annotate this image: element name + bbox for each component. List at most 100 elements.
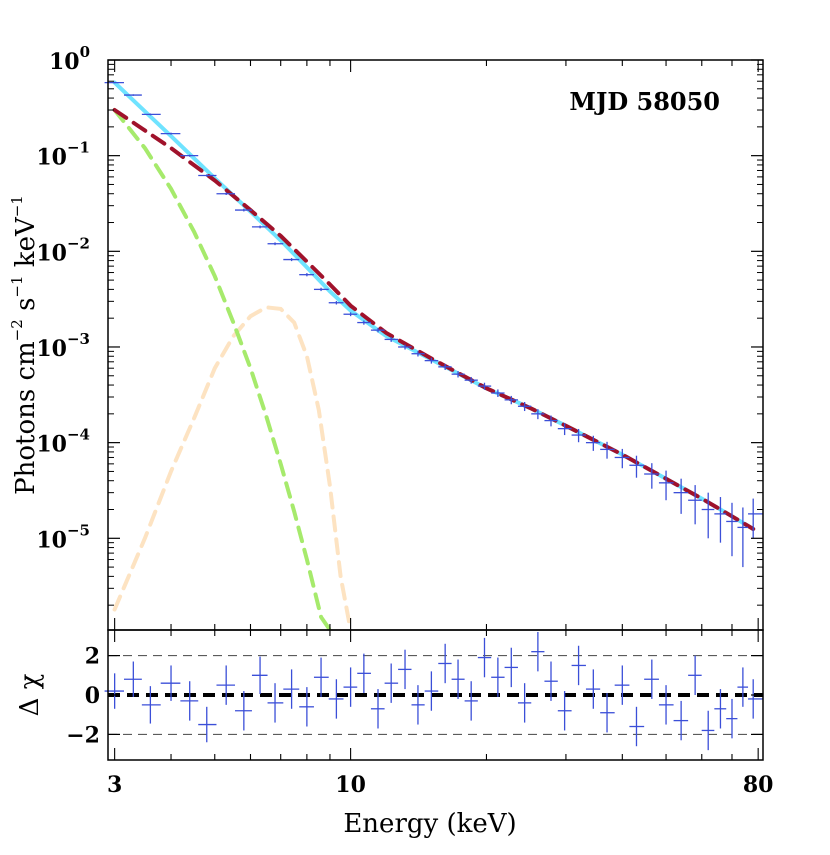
data-point bbox=[504, 395, 518, 405]
spectrum-series-group bbox=[104, 80, 763, 632]
data-point bbox=[571, 428, 586, 443]
y-tick-exp: −2 bbox=[67, 234, 90, 252]
residual-point bbox=[544, 661, 558, 701]
data-point bbox=[160, 132, 181, 135]
y-tick-exp: −1 bbox=[67, 139, 90, 157]
residual-point bbox=[180, 681, 199, 721]
y-tick-base: 10 bbox=[49, 49, 80, 75]
residual-y-tick-label: 2 bbox=[85, 644, 100, 670]
residual-point bbox=[370, 689, 385, 729]
data-point bbox=[398, 344, 412, 350]
data-point bbox=[313, 287, 329, 292]
data-point bbox=[411, 351, 425, 357]
y-tick-exp: −5 bbox=[67, 521, 90, 539]
data-point bbox=[235, 208, 252, 212]
y-tick-base: 10 bbox=[36, 240, 67, 266]
residual-point bbox=[517, 683, 532, 723]
y-axis-title-exp2: −1 bbox=[8, 275, 26, 297]
y-tick-label: 10−5 bbox=[36, 521, 90, 553]
data-point bbox=[748, 498, 763, 539]
data-point bbox=[451, 371, 465, 378]
data-point bbox=[557, 423, 572, 436]
residual-point bbox=[464, 681, 478, 721]
y-tick-base: 10 bbox=[36, 145, 67, 171]
y-tick-exp: −4 bbox=[67, 426, 90, 444]
y-tick-exp: 0 bbox=[80, 43, 90, 61]
residual-point bbox=[384, 663, 399, 703]
data-point bbox=[141, 113, 161, 116]
data-point bbox=[585, 435, 601, 451]
residual-point bbox=[737, 667, 749, 707]
residual-y-tick-label: 0 bbox=[85, 683, 100, 709]
data-point bbox=[123, 94, 142, 96]
model-curve-soft-component bbox=[112, 108, 332, 632]
data-point bbox=[328, 301, 344, 305]
data-point bbox=[714, 497, 727, 543]
model-curve-gaussian-line bbox=[112, 305, 353, 632]
residual-point bbox=[629, 706, 645, 747]
data-point bbox=[357, 320, 371, 325]
data-point bbox=[370, 327, 385, 333]
y-axis-title-mid: s bbox=[11, 298, 41, 320]
observation-label: MJD 58050 bbox=[569, 87, 720, 116]
y-tick-base: 10 bbox=[36, 432, 67, 458]
y-tick-exp: −3 bbox=[67, 330, 90, 348]
data-point bbox=[424, 357, 439, 364]
residual-point bbox=[673, 700, 689, 741]
residual-point bbox=[123, 661, 142, 697]
x-tick-label: 10 bbox=[335, 772, 366, 798]
y-axis-title-exp3: −1 bbox=[8, 195, 26, 217]
residual-point bbox=[328, 679, 344, 719]
data-point bbox=[531, 409, 545, 420]
residual-point bbox=[438, 643, 452, 684]
residual-point bbox=[141, 686, 161, 724]
y-tick-label: 100 bbox=[49, 43, 90, 75]
data-point bbox=[629, 455, 645, 478]
y-axis-title-base: Photons cm bbox=[11, 341, 41, 495]
residual-point bbox=[726, 698, 738, 739]
residual-point bbox=[398, 649, 412, 690]
data-point bbox=[267, 242, 284, 246]
residual-point bbox=[216, 665, 236, 705]
data-point bbox=[517, 401, 532, 412]
residual-y-tick-label: −2 bbox=[66, 722, 100, 748]
data-point bbox=[477, 382, 492, 390]
residual-point bbox=[701, 710, 715, 751]
data-point bbox=[464, 376, 478, 384]
y-tick-label: 10−1 bbox=[36, 139, 90, 171]
data-point bbox=[600, 441, 615, 459]
y-tick-base: 10 bbox=[36, 527, 67, 553]
residual-point bbox=[714, 689, 727, 729]
residual-point bbox=[424, 671, 439, 711]
y-axis-title-exp1: −2 bbox=[8, 319, 26, 341]
residual-point bbox=[313, 657, 329, 697]
data-point bbox=[384, 337, 399, 342]
y-axis-title-unit: keV bbox=[11, 216, 41, 275]
data-point bbox=[491, 389, 505, 397]
data-point bbox=[614, 448, 630, 469]
data-point bbox=[251, 225, 268, 229]
y-tick-label: 10−3 bbox=[36, 330, 90, 362]
data-point bbox=[726, 502, 738, 557]
data-point bbox=[299, 273, 314, 277]
data-point bbox=[198, 174, 217, 177]
residual-point bbox=[251, 656, 268, 695]
data-point bbox=[283, 258, 300, 262]
x-axis-title: Energy (keV) bbox=[343, 809, 516, 839]
y-tick-label: 10−2 bbox=[36, 234, 90, 266]
residual-point bbox=[451, 659, 465, 699]
residual-point bbox=[557, 691, 572, 731]
residual-point bbox=[477, 637, 492, 678]
data-point bbox=[688, 485, 702, 525]
data-point bbox=[343, 312, 358, 317]
residual-point bbox=[531, 631, 545, 672]
residual-point bbox=[688, 655, 702, 695]
y-tick-base: 10 bbox=[36, 336, 67, 362]
data-point bbox=[180, 154, 199, 157]
y-axis-title-spectrum: Photons cm−2 s−1 keV−1 bbox=[8, 195, 41, 495]
residual-point bbox=[600, 693, 615, 733]
x-tick-label: 3 bbox=[107, 772, 122, 798]
